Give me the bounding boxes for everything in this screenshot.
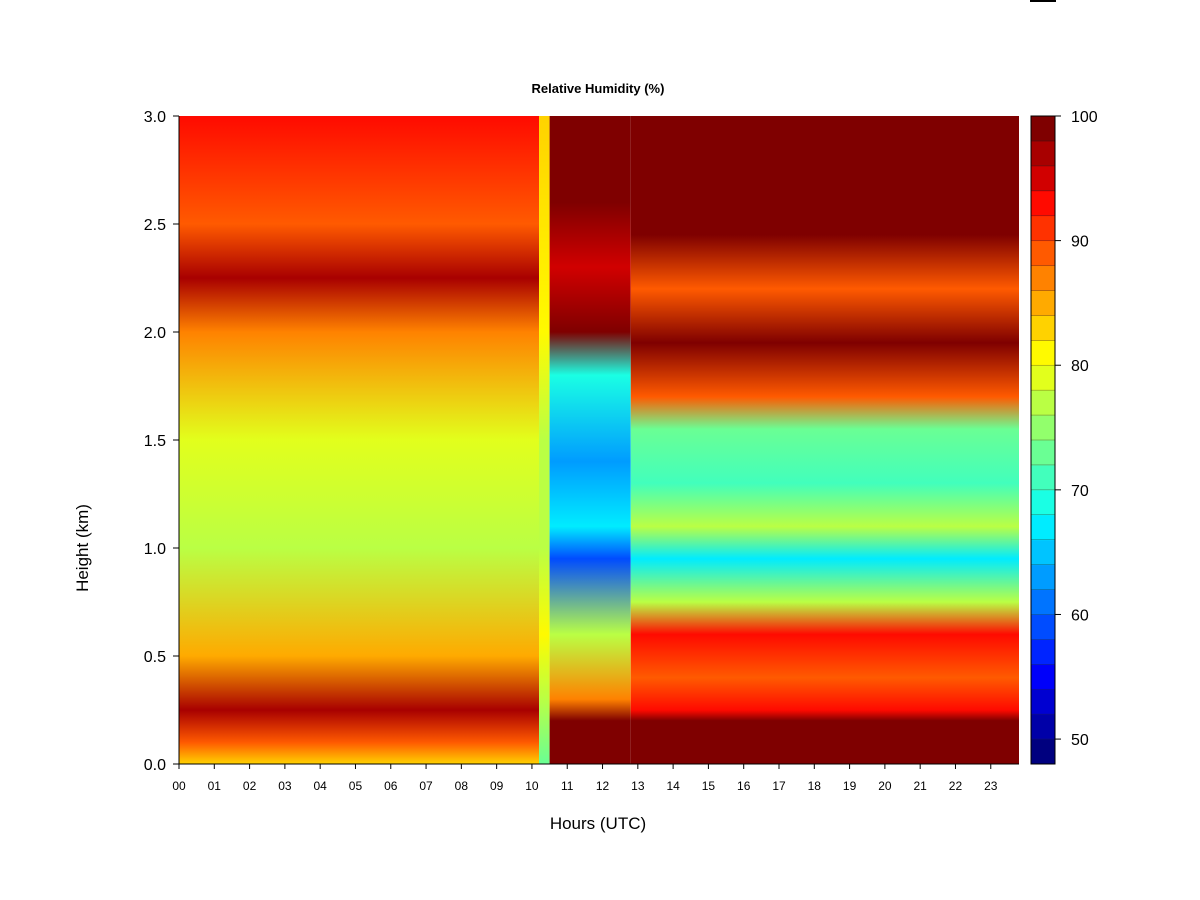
colorbar-swatch xyxy=(1031,215,1055,242)
colorbar-swatch xyxy=(1031,265,1055,291)
colorbar-swatch xyxy=(1031,390,1055,416)
y-axis-label: Height (km) xyxy=(73,504,92,592)
x-tick-label: 11 xyxy=(561,779,574,793)
colorbar-tick-label: 100 xyxy=(1071,109,1098,126)
x-tick-label: 15 xyxy=(702,779,716,793)
colorbar-swatch xyxy=(1031,514,1055,541)
y-tick-label: 2.0 xyxy=(144,325,166,342)
colorbar-swatch xyxy=(1031,639,1055,665)
x-tick-label: 09 xyxy=(490,779,504,793)
x-tick-label: 18 xyxy=(808,779,822,793)
y-tick-label: 0.0 xyxy=(144,757,166,774)
heatmap-band xyxy=(549,116,631,764)
colorbar-swatch xyxy=(1031,464,1055,491)
colorbar-swatch xyxy=(1031,165,1055,192)
colorbar-swatch xyxy=(1031,714,1055,740)
corner-marker xyxy=(1030,0,1056,2)
heatmap-band xyxy=(630,116,1019,764)
colorbar-swatch xyxy=(1031,365,1055,391)
x-axis: 00 01 02 03 04 05 06 07 08 09 10 11 12 13 14 15 16 17 18 19… xyxy=(172,763,1019,793)
colorbar: 50 60 70 80 90 100 xyxy=(1030,109,1098,765)
colorbar-swatch xyxy=(1031,340,1055,366)
x-tick-label: 07 xyxy=(419,779,433,793)
heatmap-plot-area xyxy=(179,116,1019,764)
x-tick-label: 16 xyxy=(737,779,751,793)
colorbar-tick-label: 90 xyxy=(1071,234,1089,251)
colorbar-swatch xyxy=(1031,440,1055,466)
x-tick-label: 14 xyxy=(666,779,680,793)
y-axis: 0.0 0.5 1.0 1.5 2.0 2.5 3.0 xyxy=(144,109,180,774)
x-tick-label: 17 xyxy=(772,779,786,793)
colorbar-swatch xyxy=(1031,290,1055,316)
colorbar-swatch xyxy=(1031,489,1055,516)
y-tick-label: 3.0 xyxy=(144,109,166,126)
x-tick-label: 10 xyxy=(525,779,539,793)
y-tick-label: 0.5 xyxy=(144,649,166,666)
x-tick-label: 20 xyxy=(878,779,892,793)
colorbar-swatch xyxy=(1031,589,1055,615)
colorbar-swatch xyxy=(1031,564,1055,591)
x-tick-label: 19 xyxy=(843,779,857,793)
colorbar-tick-label: 80 xyxy=(1071,358,1089,375)
colorbar-tick-label: 50 xyxy=(1071,732,1089,749)
x-axis-label: Hours (UTC) xyxy=(550,814,646,833)
colorbar-tick-label: 60 xyxy=(1071,607,1089,624)
y-tick-label: 1.5 xyxy=(144,433,166,450)
x-tick-label: 00 xyxy=(172,779,186,793)
colorbar-swatch xyxy=(1031,539,1055,566)
x-tick-label: 23 xyxy=(984,779,998,793)
colorbar-swatch xyxy=(1031,614,1055,640)
colorbar-swatch xyxy=(1031,739,1055,765)
x-tick-label: 04 xyxy=(313,779,327,793)
heatmap-band xyxy=(539,116,550,764)
x-tick-label: 21 xyxy=(913,779,927,793)
x-tick-label: 05 xyxy=(349,779,363,793)
x-tick-label: 08 xyxy=(455,779,469,793)
y-tick-label: 1.0 xyxy=(144,541,166,558)
x-tick-label: 03 xyxy=(278,779,292,793)
heatmap-band xyxy=(179,116,539,764)
x-tick-label: 13 xyxy=(631,779,645,793)
x-tick-label: 02 xyxy=(243,779,257,793)
colorbar-swatch xyxy=(1031,240,1055,267)
x-tick-label: 12 xyxy=(596,779,610,793)
chart-title: Relative Humidity (%) xyxy=(532,81,665,96)
colorbar-swatch xyxy=(1031,664,1055,690)
colorbar-tick-label: 70 xyxy=(1071,483,1089,500)
colorbar-swatch xyxy=(1031,116,1055,142)
colorbar-swatch xyxy=(1031,140,1055,167)
colorbar-swatch xyxy=(1031,190,1055,217)
colorbar-frame xyxy=(1030,115,1056,765)
colorbar-swatch xyxy=(1031,689,1055,715)
x-tick-label: 06 xyxy=(384,779,398,793)
colorbar-swatch xyxy=(1031,315,1055,341)
x-tick-label: 22 xyxy=(949,779,963,793)
colorbar-swatch xyxy=(1031,415,1055,441)
x-tick-label: 01 xyxy=(208,779,222,793)
y-tick-label: 2.5 xyxy=(144,217,166,234)
